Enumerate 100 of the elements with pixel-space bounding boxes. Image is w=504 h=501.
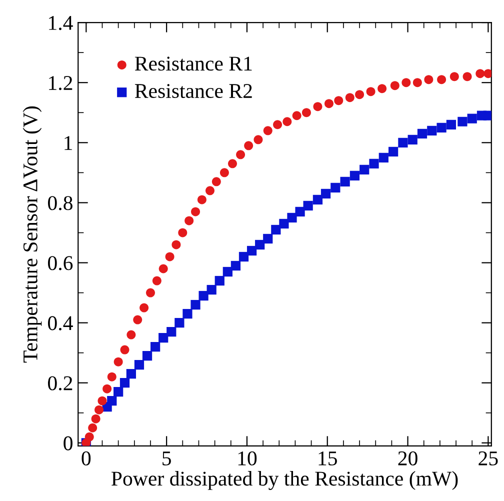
point: [158, 264, 168, 274]
point: [184, 216, 194, 226]
y-tick-label: 0.2: [48, 376, 72, 390]
point: [462, 72, 472, 82]
point: [102, 384, 112, 394]
point: [282, 117, 292, 126]
point: [107, 372, 116, 382]
y-axis-title: Temperature Sensor ΔVout (V): [22, 106, 42, 363]
point: [483, 110, 492, 120]
point: [303, 200, 313, 211]
y-tick-label: 0.4: [48, 316, 73, 330]
point: [174, 318, 184, 328]
point: [446, 120, 456, 130]
x-tick-label: 25: [478, 451, 498, 466]
point: [313, 102, 322, 112]
point: [228, 159, 237, 168]
y-tick-label: 1.2: [49, 76, 72, 90]
point: [91, 414, 100, 424]
point: [355, 90, 364, 100]
point: [126, 330, 136, 340]
point: [198, 290, 208, 301]
point: [98, 396, 107, 406]
point: [236, 150, 246, 160]
point: [366, 87, 376, 96]
point: [273, 120, 282, 130]
point: [166, 326, 176, 337]
point: [271, 224, 281, 235]
point: [107, 396, 117, 406]
point: [214, 276, 224, 286]
point: [142, 351, 152, 361]
point: [222, 266, 232, 277]
point: [263, 126, 272, 136]
point: [212, 177, 221, 186]
point: [88, 423, 98, 432]
point: [437, 75, 446, 84]
y-tick-label: 0.6: [48, 256, 73, 270]
point: [402, 78, 411, 88]
point: [165, 252, 174, 262]
point: [330, 182, 340, 192]
point: [120, 345, 130, 354]
x-tick-label: 5: [162, 452, 171, 466]
point: [120, 378, 130, 388]
point: [182, 308, 192, 319]
point: [302, 108, 311, 118]
y-tick-label: 1.4: [49, 16, 73, 30]
legend-label: Resistance R2: [134, 84, 252, 98]
point: [205, 186, 214, 196]
point: [398, 138, 408, 148]
point: [312, 194, 323, 204]
point: [114, 387, 124, 397]
point: [390, 81, 400, 90]
point: [158, 332, 168, 343]
legend-label: Resistance R1: [134, 56, 252, 71]
point: [191, 207, 200, 216]
point: [408, 134, 418, 144]
point: [436, 122, 446, 132]
point: [178, 228, 188, 238]
point: [350, 170, 360, 180]
point: [146, 288, 155, 298]
point: [150, 342, 160, 352]
point: [230, 260, 241, 271]
point: [220, 168, 229, 178]
x-tick-label: 10: [238, 451, 257, 466]
point: [172, 240, 181, 250]
point: [206, 284, 216, 295]
point: [197, 195, 206, 204]
point: [244, 141, 254, 150]
point: [287, 212, 297, 223]
point: [476, 69, 485, 78]
point: [140, 303, 149, 312]
point: [254, 135, 263, 144]
point: [152, 276, 162, 286]
point: [345, 93, 354, 102]
point: [324, 99, 334, 108]
point: [320, 188, 331, 198]
point: [340, 176, 350, 186]
point: [360, 164, 370, 174]
point: [292, 111, 302, 120]
point: [334, 96, 344, 106]
point: [126, 369, 136, 379]
point: [458, 116, 468, 126]
point: [378, 152, 388, 162]
x-tick-label: 0: [82, 451, 91, 466]
point: [84, 432, 94, 442]
x-tick-label: 15: [318, 451, 337, 466]
point: [424, 75, 434, 84]
point: [427, 126, 437, 136]
point: [246, 246, 257, 256]
point: [114, 357, 123, 366]
point: [467, 114, 477, 124]
point: [238, 252, 249, 262]
y-tick-label: 0.8: [48, 196, 72, 210]
x-axis-title: Power dissipated by the Resistance (mW): [111, 471, 458, 490]
point: [94, 405, 104, 414]
point: [412, 78, 422, 88]
point: [295, 206, 305, 217]
point: [484, 69, 492, 78]
y-tick-label: 0: [64, 436, 72, 450]
point: [388, 146, 398, 156]
y-tick-label: 1: [64, 136, 72, 150]
